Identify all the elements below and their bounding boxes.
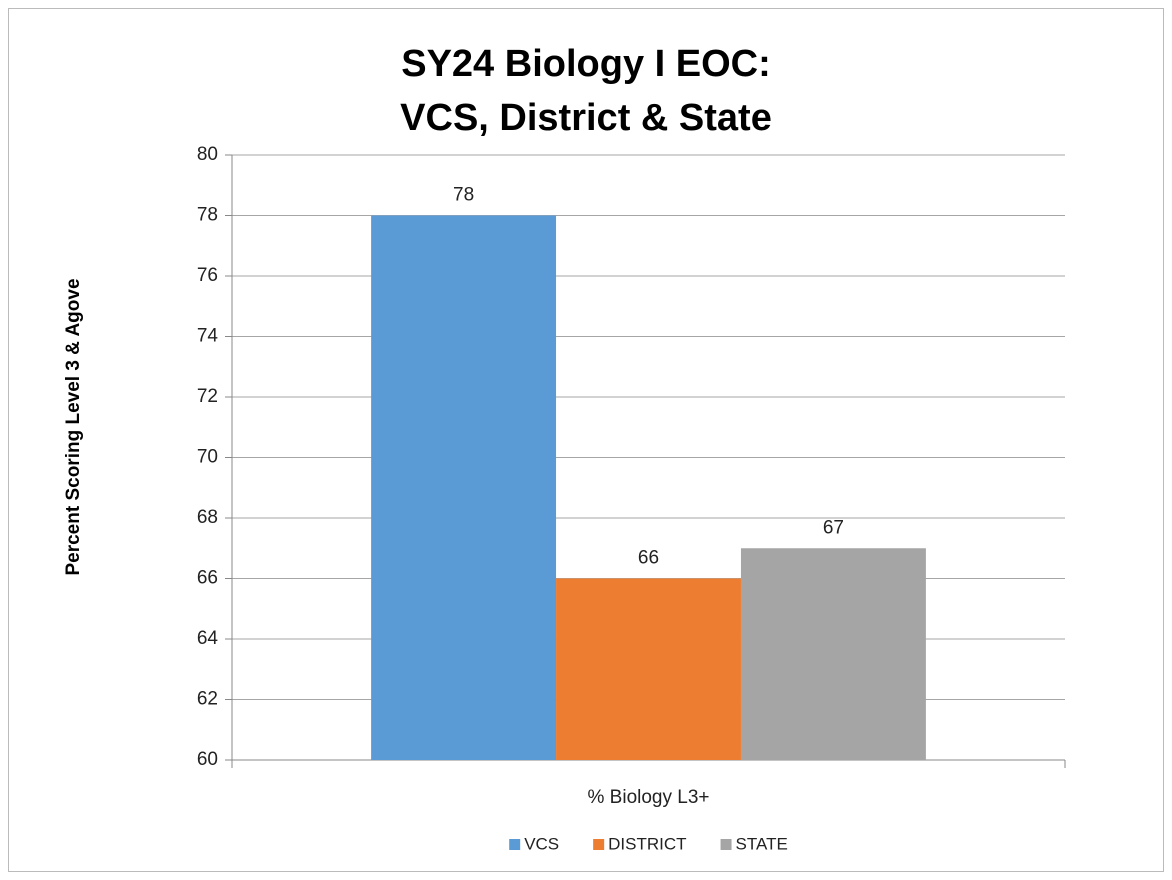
legend-label: VCS [524,834,559,853]
data-label: 78 [453,185,474,206]
legend-label: STATE [736,834,788,853]
y-tick-label: 68 [197,507,218,528]
y-tick-label: 80 [197,144,218,165]
y-tick-label: 70 [197,447,218,468]
legend-swatch [593,839,605,850]
chart-title: SY24 Biology I EOC: [401,43,771,85]
chart-title: VCS, District & State [400,97,772,139]
y-tick-label: 76 [197,265,218,286]
y-tick-label: 66 [197,568,218,589]
bar [740,548,926,760]
y-tick-label: 72 [197,386,218,407]
y-tick-label: 64 [197,628,219,649]
legend-label: DISTRICT [608,834,686,853]
y-tick-label: 74 [197,326,219,347]
y-tick-label: 78 [197,205,218,226]
data-label: 66 [638,548,659,569]
bar [371,215,557,760]
bar [556,578,741,760]
data-label: 67 [823,517,844,538]
legend-swatch [720,839,732,850]
legend-swatch [509,839,521,850]
x-tick-label: % Biology L3+ [588,787,710,808]
y-axis-label: Percent Scoring Level 3 & Agove [63,278,84,575]
y-tick-label: 60 [197,749,218,770]
y-tick-label: 62 [197,689,218,710]
